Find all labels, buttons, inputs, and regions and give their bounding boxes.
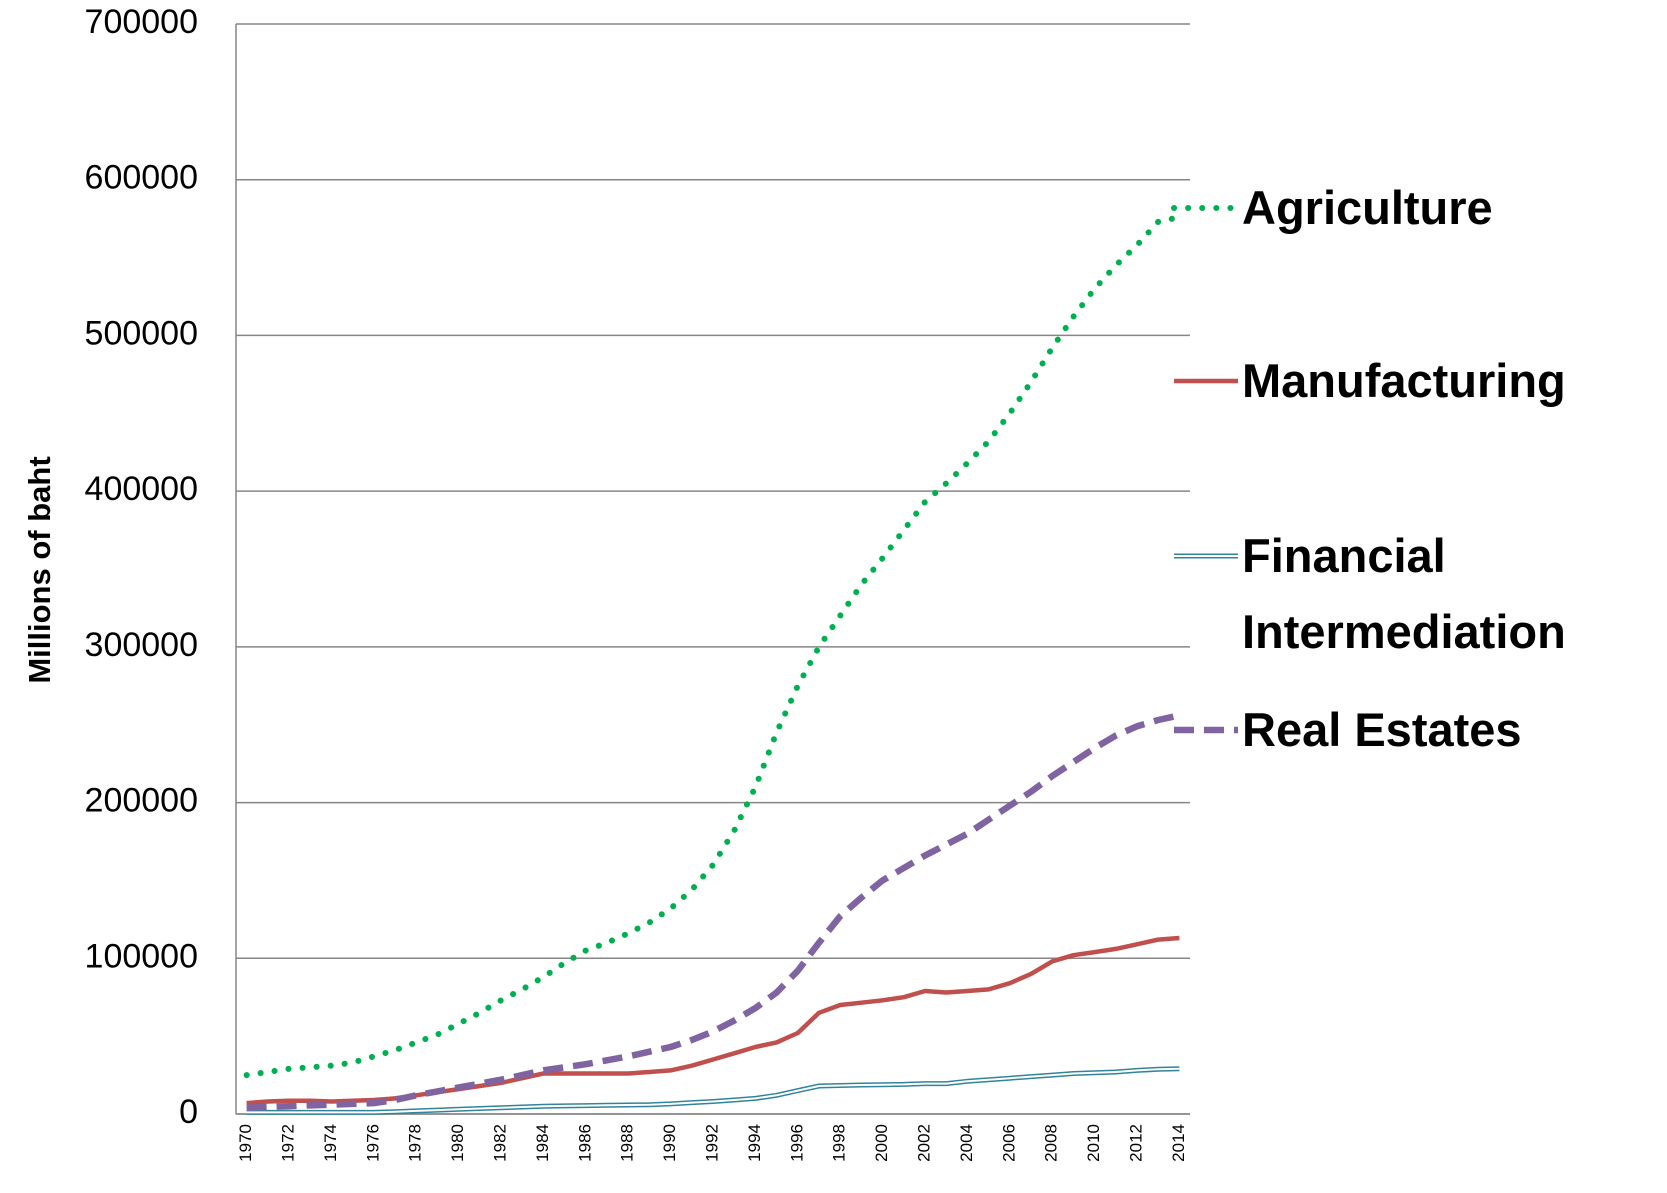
y-tick-label: 100000 xyxy=(85,937,198,975)
x-tick-label: 1984 xyxy=(533,1124,552,1162)
legend-label: Real Estates xyxy=(1242,703,1522,756)
series-line-inner xyxy=(246,1067,1180,1114)
x-tick-label: 1982 xyxy=(490,1124,509,1162)
y-tick-label: 200000 xyxy=(85,782,198,820)
x-tick-label: 2000 xyxy=(872,1124,891,1162)
y-tick-label: 700000 xyxy=(85,3,198,41)
x-tick-label: 1972 xyxy=(278,1124,297,1162)
x-tick-label: 1994 xyxy=(745,1124,764,1162)
y-tick-label: 400000 xyxy=(85,470,198,508)
y-tick-label: 500000 xyxy=(85,314,198,352)
x-tick-label: 2012 xyxy=(1126,1124,1145,1162)
y-tick-label: 600000 xyxy=(85,159,198,197)
legend-item: Financial Intermediation xyxy=(1170,518,1642,670)
x-tick-label: 1988 xyxy=(618,1124,637,1162)
x-tick-label: 2010 xyxy=(1084,1124,1103,1162)
x-tick-label: 1986 xyxy=(575,1124,594,1162)
legend-label: Manufacturing xyxy=(1242,354,1566,407)
series-line xyxy=(246,712,1181,1112)
legend-label: Agriculture xyxy=(1242,181,1493,234)
legend-swatch xyxy=(1174,378,1238,384)
x-tick-label: 1978 xyxy=(406,1124,425,1162)
y-tick-label: 300000 xyxy=(85,626,198,664)
x-tick-label: 2008 xyxy=(1042,1124,1061,1162)
legend-item: Real Estates xyxy=(1170,692,1642,768)
x-tick-label: 1990 xyxy=(660,1124,679,1162)
x-tick-label: 1996 xyxy=(787,1124,806,1162)
y-tick-label: 0 xyxy=(179,1093,198,1131)
x-tick-label: 1992 xyxy=(702,1124,721,1162)
legend-item: Manufacturing xyxy=(1170,343,1642,419)
x-tick-label: 1974 xyxy=(321,1124,340,1162)
legend-item: Agriculture xyxy=(1170,170,1642,246)
legend-swatch xyxy=(1171,205,1241,211)
y-axis-title: Millions of baht xyxy=(22,456,57,683)
legend-label: Financial Intermediation xyxy=(1242,529,1566,658)
x-tick-label: 2006 xyxy=(999,1124,1018,1162)
x-tick-label: 1980 xyxy=(448,1124,467,1162)
x-tick-label: 2014 xyxy=(1169,1124,1188,1162)
legend-swatch xyxy=(1174,726,1238,734)
series-line xyxy=(243,214,1183,1079)
x-tick-label: 1976 xyxy=(363,1124,382,1162)
x-tick-label: 2004 xyxy=(957,1124,976,1162)
legend-swatch xyxy=(1174,553,1238,559)
x-tick-label: 1998 xyxy=(830,1124,849,1162)
x-tick-label: 1970 xyxy=(236,1124,255,1162)
x-tick-label: 2002 xyxy=(914,1124,933,1162)
